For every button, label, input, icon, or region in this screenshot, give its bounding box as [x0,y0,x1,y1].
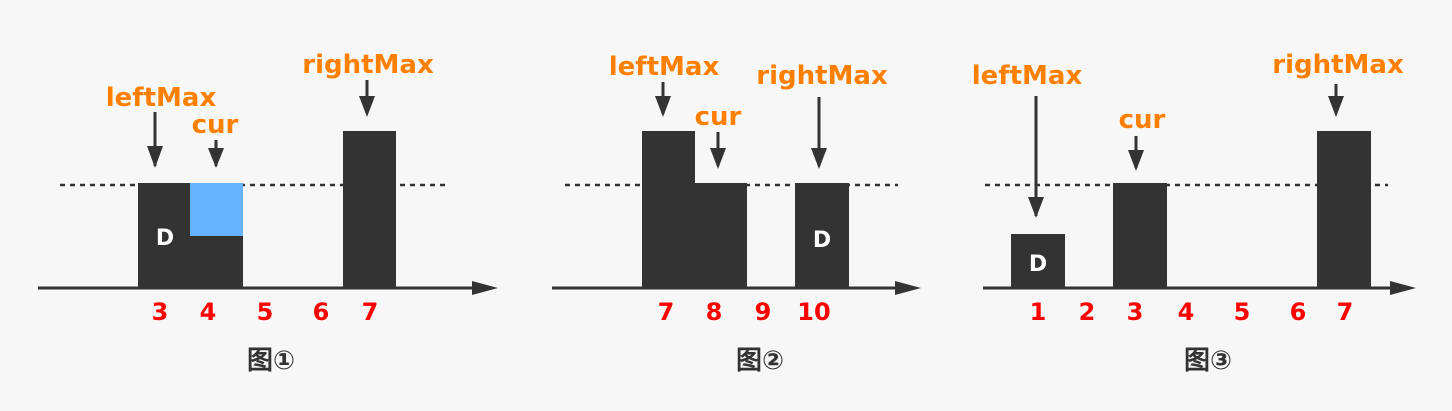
left-max-arrowhead [147,146,163,168]
index-label: 6 [1290,298,1307,326]
figure-caption: 图① [247,346,295,376]
right-max-arrowhead [359,96,375,117]
right-max-label: rightMax [302,50,434,80]
cur-arrowhead [208,148,224,168]
index-label: 2 [1079,298,1096,326]
index-label: 3 [152,298,169,326]
water-cell [190,183,243,236]
cur-label: cur [1119,105,1166,135]
cur-label: cur [192,110,239,140]
index-label: 7 [658,298,675,326]
left-max-arrowhead [1028,197,1044,218]
left-max-label: leftMax [972,61,1083,91]
panel-3: D leftMax cur rightMax 1 2 3 4 5 6 7 图③ [972,50,1416,376]
index-label: 7 [362,298,379,326]
index-label: 7 [1337,298,1354,326]
left-max-label: leftMax [106,83,217,113]
index-label: 1 [1030,298,1047,326]
index-label: 5 [1234,298,1251,326]
d-label: D [813,228,831,253]
d-label: D [156,226,174,251]
index-label: 3 [1127,298,1144,326]
x-axis-arrowhead [1390,281,1416,295]
bar-index-7 [343,131,396,288]
left-max-label: leftMax [609,52,720,82]
index-label: 5 [257,298,274,326]
bar-index-7 [642,131,695,288]
cur-arrowhead [710,148,726,169]
bar-index-7 [1317,131,1371,288]
x-axis-arrowhead [472,281,498,295]
bar-index-3 [138,183,190,288]
bar-index-1 [1011,234,1065,288]
index-label: 4 [1178,298,1195,326]
bar-index-8 [695,183,747,288]
cur-arrowhead [1128,150,1144,171]
bar-index-10 [795,183,849,288]
index-label: 8 [706,298,723,326]
right-max-label: rightMax [756,61,888,91]
bar-index-4 [190,236,243,288]
cur-label: cur [695,102,742,132]
bar-index-3 [1113,183,1167,288]
figure-caption: 图③ [1184,346,1232,376]
index-label: 10 [797,298,830,326]
right-max-arrowhead [1328,96,1344,117]
index-label: 4 [200,298,217,326]
d-label: D [1029,252,1047,277]
right-max-arrowhead [811,148,827,169]
index-label: 6 [313,298,330,326]
index-label: 9 [755,298,772,326]
panel-2: D leftMax cur rightMax 7 8 9 10 图② [552,52,921,376]
x-axis-arrowhead [895,281,921,295]
right-max-label: rightMax [1272,50,1404,80]
left-max-arrowhead [655,96,671,117]
panel-1: D leftMax cur rightMax 3 4 5 6 7 图① [38,50,498,376]
figure-caption: 图② [736,346,784,376]
